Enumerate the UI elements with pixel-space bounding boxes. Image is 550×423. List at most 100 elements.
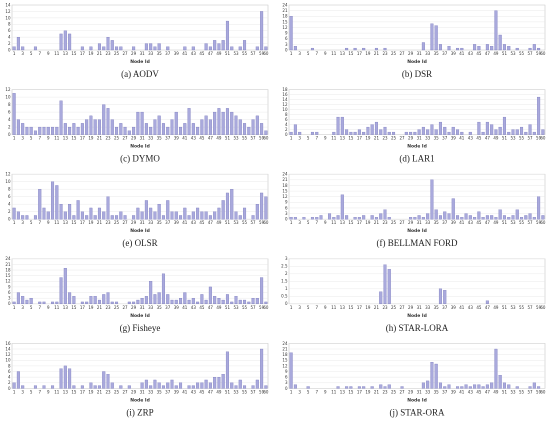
y-tick-label: 2: [8, 41, 11, 46]
bar: [225, 351, 229, 389]
x-tick-label: 39: [174, 220, 180, 225]
bar: [264, 301, 268, 304]
bar: [200, 211, 204, 220]
x-tick-label: 31: [417, 220, 423, 225]
bar: [532, 131, 536, 135]
bar: [51, 126, 55, 135]
bar: [477, 211, 481, 220]
bar: [80, 46, 84, 51]
bar: [179, 298, 183, 304]
x-tick-label: 29: [131, 305, 137, 310]
bar: [115, 126, 119, 135]
x-tick-label: 35: [157, 136, 163, 141]
y-tick-label: 6: [8, 28, 11, 33]
caption: (d) LAR1: [399, 154, 434, 164]
bar: [370, 215, 374, 220]
y-tick-label: 12: [5, 172, 11, 177]
bar: [438, 288, 442, 304]
bar: [89, 382, 93, 389]
y-tick-label: 0: [8, 47, 11, 52]
x-tick-label: 7: [38, 51, 41, 56]
x-tick-label: 60: [263, 389, 269, 394]
x-tick-label: 33: [148, 220, 154, 225]
bar: [157, 43, 161, 51]
bar: [191, 123, 195, 135]
bar: [340, 116, 344, 135]
bar: [528, 213, 532, 220]
x-tick-label: 43: [191, 220, 197, 225]
bar: [426, 213, 430, 220]
x-tick-label: 3: [21, 136, 24, 141]
x-tick-label: 15: [348, 51, 354, 56]
bar: [12, 301, 16, 304]
bar: [485, 215, 489, 220]
x-tick-label: 60: [540, 51, 546, 56]
bar: [204, 299, 208, 304]
bar: [293, 46, 297, 51]
y-tick-label: 18: [282, 183, 288, 188]
y-tick-label: 12: [282, 363, 288, 368]
x-tick-label: 59: [259, 51, 265, 56]
x-tick-label: 49: [493, 305, 499, 310]
y-tick-label: 21: [5, 262, 11, 267]
bar: [208, 119, 212, 135]
bar: [123, 215, 127, 220]
x-tick-label: 39: [451, 220, 457, 225]
bar: [12, 207, 16, 220]
bar: [502, 44, 506, 51]
x-tick-label: 27: [123, 136, 129, 141]
bar: [383, 126, 387, 135]
bar: [255, 379, 259, 389]
bar: [174, 385, 178, 389]
bar: [208, 215, 212, 220]
x-tick-label: 5: [307, 305, 310, 310]
x-tick-label: 47: [208, 220, 214, 225]
x-tick-label: 5: [30, 305, 33, 310]
x-tick-label: 41: [459, 305, 465, 310]
x-tick-label: 11: [331, 305, 337, 310]
x-tick-label: 47: [485, 136, 491, 141]
bar: [507, 384, 511, 389]
x-tick-label: 51: [502, 220, 508, 225]
y-tick-label: 0: [285, 132, 288, 137]
x-tick-label: 3: [21, 389, 24, 394]
bar: [392, 131, 396, 135]
bar: [340, 194, 344, 220]
bar: [251, 119, 255, 135]
x-tick-label: 35: [434, 305, 440, 310]
x-tick-label: 33: [425, 136, 431, 141]
x-tick-label: 41: [182, 51, 188, 56]
x-tick-label: 27: [123, 51, 129, 56]
bar: [25, 299, 29, 304]
bar: [264, 46, 268, 51]
x-tick-label: 33: [425, 389, 431, 394]
x-tick-label: 51: [225, 389, 231, 394]
x-axis-label: Node Id: [130, 59, 150, 65]
bar: [204, 211, 208, 220]
bar: [213, 376, 217, 389]
y-tick-label: 0: [285, 386, 288, 391]
bar: [293, 124, 297, 135]
x-tick-label: 7: [38, 389, 41, 394]
bar: [42, 385, 46, 389]
bar: [251, 385, 255, 389]
x-tick-label: 60: [263, 305, 269, 310]
bar: [357, 217, 361, 220]
bar: [76, 200, 80, 220]
bar: [541, 129, 545, 135]
x-tick-label: 45: [199, 389, 205, 394]
x-tick-label: 23: [105, 136, 111, 141]
x-tick-label: 37: [442, 220, 448, 225]
bar: [149, 281, 153, 304]
caption: (e) OLSR: [122, 238, 157, 248]
x-tick-label: 45: [476, 136, 482, 141]
x-tick-label: 7: [38, 220, 41, 225]
y-tick-label: 15: [282, 19, 288, 24]
bar: [21, 215, 25, 220]
x-tick-label: 59: [536, 389, 542, 394]
x-tick-label: 57: [251, 51, 257, 56]
x-tick-label: 45: [476, 305, 482, 310]
x-axis-label: Node Id: [407, 144, 427, 150]
x-tick-label: 1: [13, 220, 16, 225]
